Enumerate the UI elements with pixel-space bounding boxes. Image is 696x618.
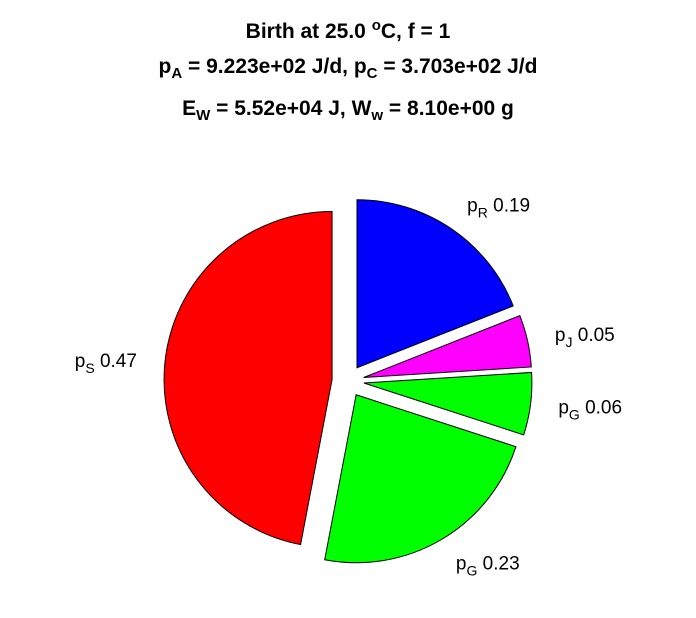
EW-subscript: W xyxy=(196,107,211,124)
pA-value: = 9.223e+02 J/d, xyxy=(182,55,354,78)
title-line-2: pA = 9.223e+02 J/d, pC = 3.703e+02 J/d xyxy=(0,49,696,91)
pC-value: = 3.703e+02 J/d xyxy=(377,55,538,78)
slice-label-pS-4: pS 0.47 xyxy=(75,351,137,376)
Ww-symbol: W xyxy=(351,97,372,120)
slice-label-pJ-1: pJ 0.05 xyxy=(555,325,615,350)
pC-symbol: p xyxy=(353,55,367,78)
Ww-subscript: w xyxy=(371,107,384,124)
slice-label-pG-3: pG 0.23 xyxy=(456,553,520,578)
EW-value: = 5.52e+04 J, xyxy=(210,97,352,120)
title-line-3: EW = 5.52e+04 J, Ww = 8.10e+00 g xyxy=(0,91,696,133)
Ww-value: = 8.10e+00 g xyxy=(383,97,514,120)
pie-slice-pR-0 xyxy=(356,199,514,369)
pC-subscript: C xyxy=(366,65,378,82)
slice-label-pG-2: pG 0.06 xyxy=(558,398,622,423)
pie-slice-pJ-1 xyxy=(363,315,532,379)
title-line-1-rest: C, f = 1 xyxy=(380,20,451,43)
title-line-1: Birth at 25.0 oC, f = 1 xyxy=(0,8,696,49)
pA-subscript: A xyxy=(171,65,183,82)
slice-label-pR-0: pR 0.19 xyxy=(467,196,530,221)
pA-symbol: p xyxy=(158,55,172,78)
pie-slice-pG-3 xyxy=(324,394,517,564)
pie-slice-pG-2 xyxy=(363,371,533,436)
title-line-1-text: Birth at 25.0 xyxy=(245,20,372,43)
degree-symbol: o xyxy=(371,17,381,34)
chart-title: Birth at 25.0 oC, f = 1 pA = 9.223e+02 J… xyxy=(0,8,696,133)
EW-symbol: E xyxy=(182,97,197,120)
pie-slice-pS-4 xyxy=(163,210,333,546)
